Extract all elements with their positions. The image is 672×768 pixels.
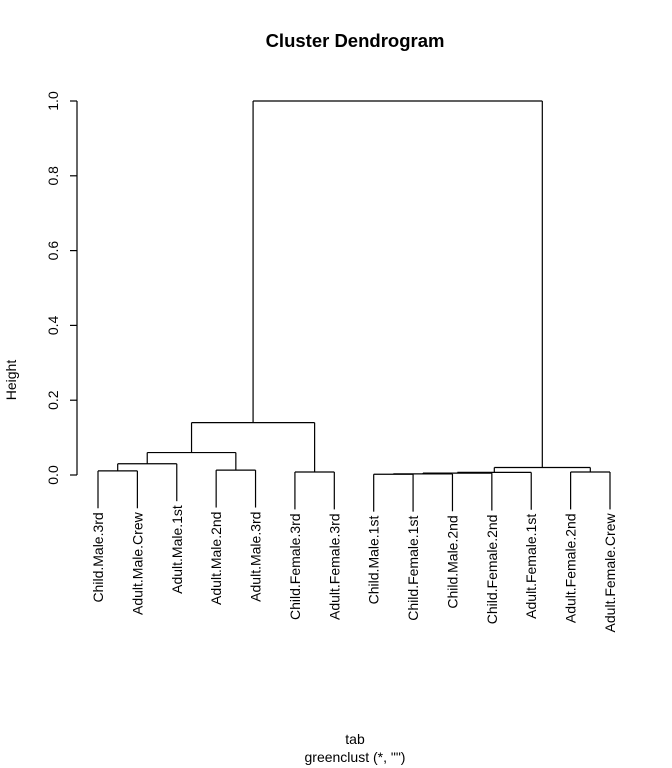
leaf-label: Child.Female.1st (405, 516, 421, 621)
x-axis-caption-line1: tab (345, 731, 365, 747)
leaf-label: Adult.Female.3rd (326, 513, 342, 620)
leaf-label: Child.Female.3rd (287, 513, 303, 620)
y-tick-label: 0.4 (45, 315, 61, 335)
leaf-label: Child.Male.3rd (90, 512, 106, 602)
leaf-labels: Child.Male.3rd Adult.Male.Crew Adult.Male.… (90, 505, 618, 632)
x-axis-caption-line2: greenclust (*, "") (305, 749, 406, 765)
y-tick-label: 0.0 (45, 465, 61, 485)
leaf-label: Adult.Female.Crew (602, 513, 618, 633)
y-tick-label: 1.0 (45, 91, 61, 111)
leaf-label: Adult.Male.3rd (248, 512, 264, 602)
leaf-label: Child.Female.2nd (484, 515, 500, 625)
leaf-label: Adult.Female.2nd (563, 513, 579, 623)
leaf-label: Adult.Male.1st (169, 505, 185, 594)
leaf-label: Child.Male.2nd (444, 515, 460, 608)
leaf-label: Adult.Male.Crew (129, 511, 145, 615)
y-tick-label: 0.2 (45, 390, 61, 410)
y-axis: 0.0 0.2 0.4 0.6 0.8 1.0 (45, 91, 78, 485)
y-tick-label: 0.8 (45, 166, 61, 186)
leaf-label: Adult.Female.1st (523, 514, 539, 619)
chart-title: Cluster Dendrogram (266, 30, 445, 51)
leaf-label: Child.Male.1st (366, 516, 382, 605)
y-axis-label: Height (3, 360, 19, 401)
y-tick-label: 0.6 (45, 241, 61, 261)
leaf-label: Adult.Male.2nd (208, 512, 224, 605)
dendrogram-lines (97, 100, 611, 512)
